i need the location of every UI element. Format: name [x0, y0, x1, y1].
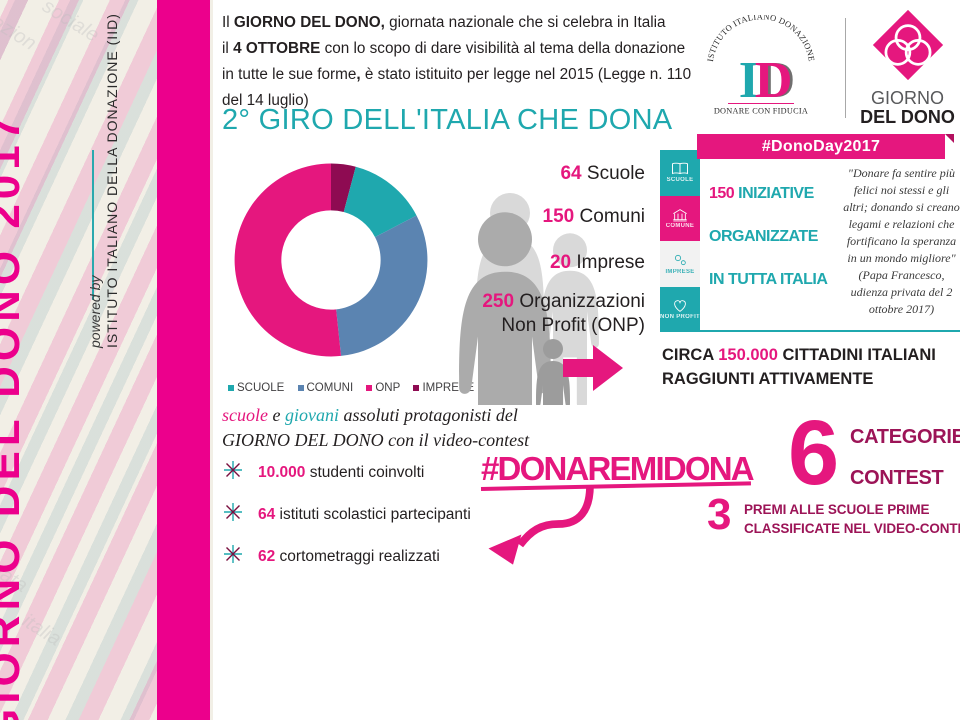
svg-text:DONARE CON FIDUCIA: DONARE CON FIDUCIA: [714, 106, 808, 115]
svg-text:D: D: [755, 51, 793, 109]
